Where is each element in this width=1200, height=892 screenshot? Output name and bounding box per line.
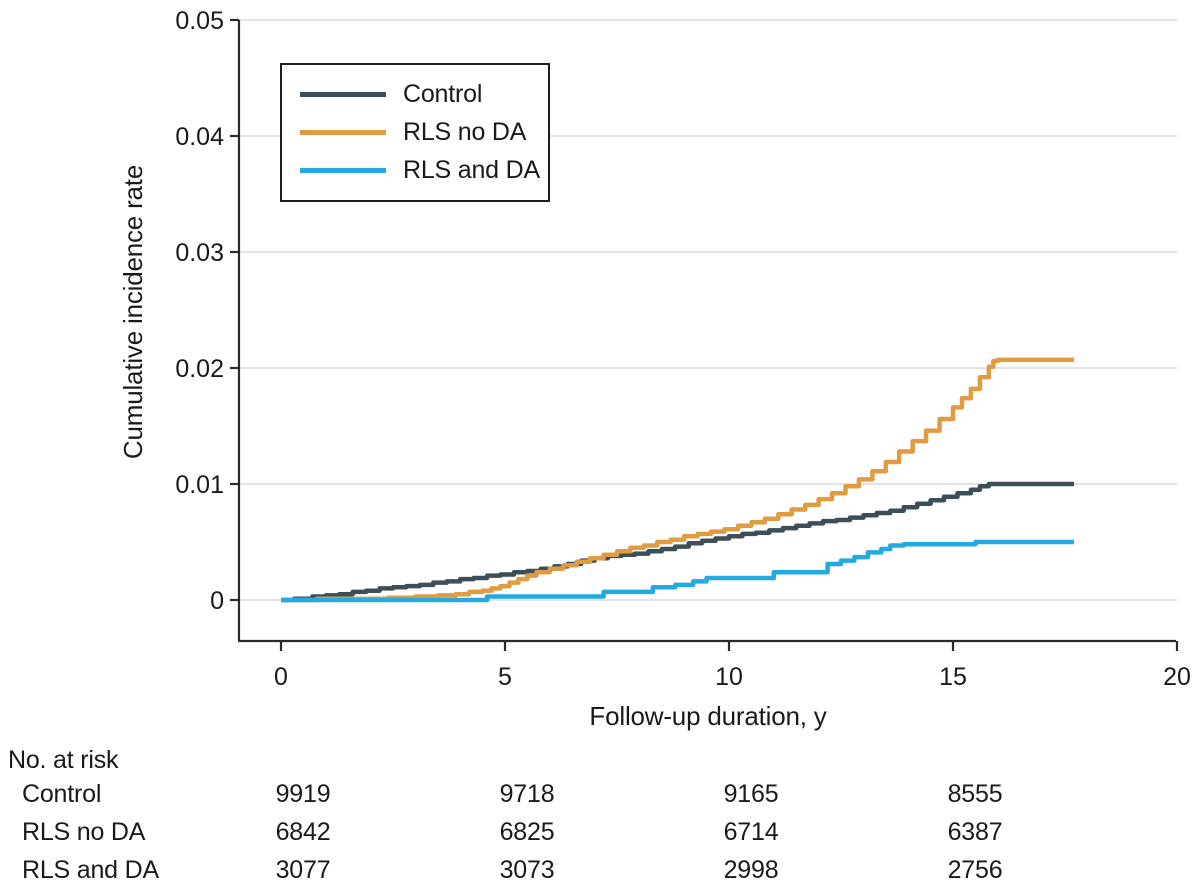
series-line-rls-no-da (281, 357, 1074, 603)
number-at-risk-table: No. at risk Control 9919 9718 9165 8555 RLS… (0, 740, 1200, 892)
risk-count: 8555 (947, 780, 1003, 808)
x-tick-label: 0 (274, 663, 288, 691)
risk-count: 9919 (275, 780, 331, 808)
risk-count: 6825 (499, 818, 555, 846)
y-tick-label: 0 (210, 587, 224, 615)
legend-label: RLS and DA (403, 156, 540, 184)
risk-row-control: Control 9919 9718 9165 8555 (0, 779, 1200, 809)
x-tick-label: 5 (498, 663, 512, 691)
legend-line-swatch-control (300, 92, 386, 97)
risk-count: 2998 (723, 856, 779, 884)
y-tick-label: 0.01 (175, 471, 224, 499)
legend-item-rls-no-da: RLS no DA (300, 118, 548, 147)
y-axis-title: Cumulative incidence rate (118, 164, 148, 460)
risk-count: 6842 (275, 818, 331, 846)
legend-label: Control (403, 80, 483, 108)
y-tick-label: 0.03 (175, 239, 224, 267)
legend-line-swatch-rls-and-da (300, 168, 386, 173)
x-tick-label: 15 (939, 663, 967, 691)
legend: Control RLS no DA RLS and DA (280, 63, 550, 202)
risk-count: 9718 (499, 780, 555, 808)
legend-item-rls-and-da: RLS and DA (300, 156, 548, 185)
risk-row-label: RLS and DA (22, 856, 159, 884)
y-tick-label: 0.05 (175, 7, 224, 35)
risk-count: 2756 (947, 856, 1003, 884)
risk-table-header: No. at risk (8, 746, 119, 774)
chart-canvas: 0 0.01 0.02 0.03 0.04 0.05 0 5 10 15 20 (175, 7, 1191, 691)
x-tick-label: 20 (1163, 663, 1191, 691)
risk-count: 6387 (947, 818, 1003, 846)
series-line-control (281, 481, 1074, 603)
legend-line-swatch-rls-no-da (300, 130, 386, 135)
risk-count: 6714 (723, 818, 779, 846)
series-line-rls-and-da (281, 539, 1074, 603)
y-tick-label: 0.04 (175, 123, 224, 151)
risk-row-rls-no-da: RLS no DA 6842 6825 6714 6387 (0, 817, 1200, 847)
legend-item-control: Control (300, 80, 548, 109)
risk-count: 3077 (275, 856, 331, 884)
risk-count: 3073 (499, 856, 555, 884)
x-axis-title: Follow-up duration, y (589, 701, 827, 731)
risk-row-rls-and-da: RLS and DA 3077 3073 2998 2756 (0, 855, 1200, 885)
legend-label: RLS no DA (403, 118, 527, 146)
risk-row-label: Control (22, 780, 102, 808)
risk-count: 9165 (723, 780, 779, 808)
x-tick-label: 10 (715, 663, 743, 691)
y-tick-label: 0.02 (175, 355, 224, 383)
risk-row-label: RLS no DA (22, 818, 146, 846)
